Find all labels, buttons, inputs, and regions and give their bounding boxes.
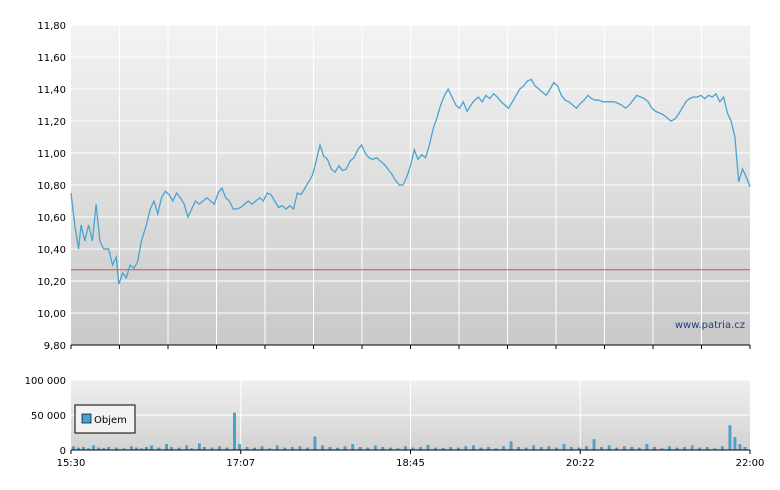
- price-y-axis: 11,80 11,60 11,40 11,20 11,00 10,80 10,60 10,40…: [37, 21, 66, 352]
- volume-bar: [607, 445, 611, 451]
- volume-bar: [238, 444, 241, 451]
- price-y-tick-label: 11,20: [37, 117, 66, 128]
- volume-bar: [298, 446, 302, 451]
- volume-bar: [502, 446, 505, 451]
- volume-bar: [622, 446, 626, 451]
- volume-bar: [260, 446, 264, 451]
- price-y-tick-label: 10,20: [37, 277, 66, 288]
- volume-bar: [233, 412, 236, 451]
- price-series-line: [70, 78, 751, 285]
- time-x-tick-label: 17:07: [226, 458, 255, 469]
- volume-bar: [668, 446, 671, 451]
- volume-bar: [585, 446, 588, 451]
- price-y-tick-label: 9,80: [44, 341, 66, 352]
- legend-swatch: [81, 413, 92, 424]
- price-grid: [71, 24, 750, 345]
- volume-y-axis: 100 000 50 000 0: [25, 376, 66, 457]
- volume-bar: [218, 446, 221, 451]
- volume-bar: [185, 445, 189, 451]
- volume-bar: [472, 445, 475, 451]
- volume-bar: [547, 446, 551, 451]
- price-y-tick-label: 10,60: [37, 213, 66, 224]
- volume-bar: [645, 444, 649, 451]
- volume-y-tick-label: 50 000: [31, 411, 66, 422]
- volume-bar: [690, 445, 694, 451]
- volume-bar: [351, 444, 355, 451]
- volume-bar: [404, 446, 407, 451]
- volume-y-tick-label: 0: [60, 446, 66, 457]
- price-x-axis-ticks: [70, 345, 751, 349]
- volume-bar: [509, 441, 513, 451]
- volume-panel: 100 000 50 000 0 15:30 17:07 18:45 20:22 22:00…: [25, 376, 765, 469]
- price-y-tick-label: 11,80: [37, 21, 66, 32]
- volume-bar: [464, 446, 468, 451]
- volume-y-tick-label: 100 000: [25, 376, 66, 387]
- time-x-tick-label: 18:45: [396, 458, 425, 469]
- volume-bar: [738, 444, 742, 451]
- volume-legend: Objem: [74, 404, 136, 434]
- volume-bar: [275, 445, 279, 451]
- price-y-tick-label: 10,80: [37, 181, 66, 192]
- price-y-tick-label: 11,00: [37, 149, 66, 160]
- volume-bar: [130, 446, 133, 451]
- volume-bar: [562, 444, 566, 451]
- time-x-axis: 15:30 17:07 18:45 20:22 22:00: [57, 450, 765, 469]
- watermark: www.patria.cz: [675, 320, 745, 331]
- volume-bar: [165, 444, 168, 451]
- volume-bar: [720, 446, 724, 451]
- volume-bar: [72, 446, 75, 451]
- volume-bar: [592, 439, 596, 451]
- volume-bar: [426, 444, 430, 451]
- legend-label: Objem: [94, 415, 127, 426]
- price-y-tick-label: 10,40: [37, 245, 66, 256]
- volume-bar: [197, 443, 201, 451]
- price-y-tick-label: 10,00: [37, 309, 66, 320]
- time-x-tick-label: 15:30: [57, 458, 86, 469]
- price-y-tick-label: 11,40: [37, 85, 66, 96]
- volume-grid: [71, 379, 750, 450]
- volume-bar: [343, 446, 347, 451]
- time-x-tick-label: 22:00: [736, 458, 765, 469]
- volume-bar: [733, 437, 737, 451]
- time-x-tick-label: 20:22: [566, 458, 595, 469]
- volume-bar: [321, 445, 324, 451]
- price-panel: 11,80 11,60 11,40 11,20 11,00 10,80 10,60 10,40…: [37, 21, 751, 352]
- volume-bar: [532, 445, 536, 451]
- volume-bar: [373, 445, 377, 451]
- price-y-tick-label: 11,60: [37, 53, 66, 64]
- volume-bar: [150, 445, 153, 451]
- volume-bar: [313, 436, 317, 451]
- volume-bar: [92, 445, 95, 451]
- volume-bar: [728, 425, 732, 451]
